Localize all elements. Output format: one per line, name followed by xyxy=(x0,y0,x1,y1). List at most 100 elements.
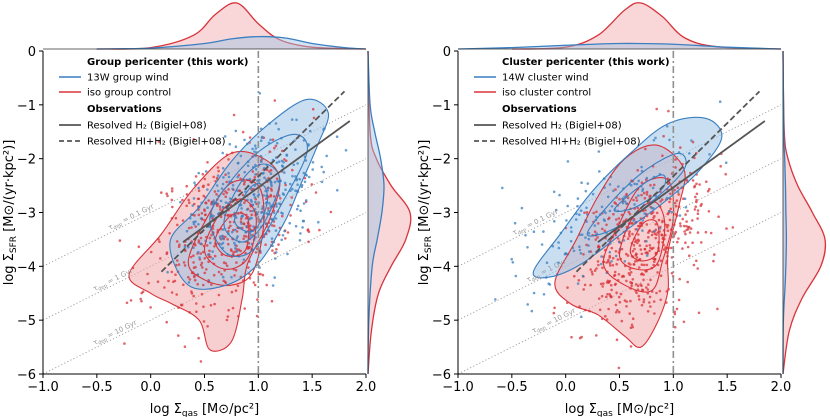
right-control-point xyxy=(688,231,692,234)
left-wind-point xyxy=(243,138,246,142)
left-control-point xyxy=(181,219,185,222)
left-wind-point xyxy=(304,159,308,162)
right-wind-point xyxy=(690,139,693,142)
left-control-point xyxy=(159,257,162,260)
right-control-point xyxy=(677,237,680,240)
left-control-point xyxy=(222,192,225,196)
right-control-point xyxy=(678,222,682,225)
right-control-point xyxy=(653,257,657,261)
left-y-tick-label: 0 xyxy=(28,45,36,60)
right-control-point xyxy=(682,320,686,324)
left-wind-point xyxy=(302,219,306,223)
left-wind-point xyxy=(311,161,315,164)
left-wind-point xyxy=(254,147,258,150)
right-control-point xyxy=(686,245,690,249)
left-wind-point xyxy=(274,229,278,232)
left-wind-point xyxy=(192,222,196,226)
left-x-tick-label: 1.5 xyxy=(302,380,323,395)
right-control-point xyxy=(646,310,650,313)
right-control-point xyxy=(614,250,618,253)
left-wind-point xyxy=(286,252,289,256)
right-control-point xyxy=(630,323,634,327)
left-wind-point xyxy=(215,184,219,187)
right-control-point xyxy=(724,172,727,176)
right-control-point xyxy=(653,260,656,264)
right-wind-point xyxy=(665,124,669,128)
left-control-point xyxy=(189,255,193,259)
right-control-point xyxy=(657,218,661,222)
left-wind-point xyxy=(222,236,225,240)
left-y-tick-label: −1 xyxy=(17,99,36,114)
left-wind-point xyxy=(251,209,255,213)
right-control-point xyxy=(628,273,632,277)
left-control-point xyxy=(211,227,215,230)
right-control-point xyxy=(674,158,677,161)
left-control-point xyxy=(247,266,250,269)
right-control-point xyxy=(605,295,608,299)
left-wind-point xyxy=(230,230,234,234)
right-wind-point xyxy=(578,245,581,248)
left-control-point xyxy=(225,191,229,195)
right-control-point xyxy=(659,200,662,203)
left-wind-point xyxy=(222,176,225,179)
left-control-point xyxy=(227,229,230,233)
left-control-point xyxy=(185,204,188,208)
right-wind-point xyxy=(585,206,588,210)
right-control-point xyxy=(609,264,612,267)
left-control-point xyxy=(230,290,234,294)
right-control-point xyxy=(693,208,697,211)
left-wind-point xyxy=(248,232,252,235)
left-wind-point xyxy=(320,180,324,184)
left-wind-point xyxy=(302,202,306,205)
left-wind-point xyxy=(206,188,209,191)
left-control-point xyxy=(227,242,230,246)
right-control-point xyxy=(676,186,680,189)
right-control-point xyxy=(652,263,655,267)
right-wind-point xyxy=(610,205,614,208)
left-right-wind-line xyxy=(367,50,385,375)
left-control-point xyxy=(227,308,230,312)
right-control-point xyxy=(612,212,615,216)
right-wind-point xyxy=(578,213,581,216)
right-control-point xyxy=(622,275,626,278)
left-control-point xyxy=(149,250,153,254)
right-control-point xyxy=(635,256,639,259)
left-wind-contour-4 xyxy=(234,183,269,233)
right-control-point xyxy=(618,300,622,304)
left-wind-point xyxy=(253,150,256,153)
right-y-tick-label: 0 xyxy=(443,45,451,60)
right-control-point xyxy=(596,236,599,239)
right-wind-contour-3 xyxy=(613,174,667,213)
left-wind-point xyxy=(269,138,272,142)
right-wind-point xyxy=(600,255,603,258)
right-wind-point xyxy=(572,249,576,253)
left-control-point xyxy=(227,188,230,191)
right-control-point xyxy=(552,311,556,315)
left-wind-point xyxy=(239,154,243,158)
right-wind-point xyxy=(580,181,583,184)
right-control-point xyxy=(719,165,722,168)
left-wind-point xyxy=(280,238,284,242)
left-wind-point xyxy=(303,180,307,184)
right-control-point xyxy=(636,284,640,288)
right-tdep-label-3: τdep = 10 Gyr xyxy=(531,307,578,337)
left-control-point xyxy=(249,209,252,213)
left-control-point xyxy=(141,290,145,294)
left-control-point xyxy=(225,318,229,322)
left-control-point xyxy=(243,307,246,310)
left-wind-point xyxy=(207,253,210,256)
right-control-point xyxy=(691,219,694,222)
left-wind-point xyxy=(259,139,263,142)
left-control-point xyxy=(307,240,310,244)
right-wind-point xyxy=(576,204,579,208)
right-control-point xyxy=(615,262,618,266)
left-wind-point xyxy=(254,163,257,167)
left-control-point xyxy=(156,280,160,284)
right-hih2-line xyxy=(575,90,761,273)
left-control-point xyxy=(192,266,196,270)
right-control-point xyxy=(666,212,669,216)
right-control-point xyxy=(625,300,628,303)
right-wind-point xyxy=(623,200,627,203)
right-control-point xyxy=(660,198,664,201)
left-control-point xyxy=(209,304,213,307)
